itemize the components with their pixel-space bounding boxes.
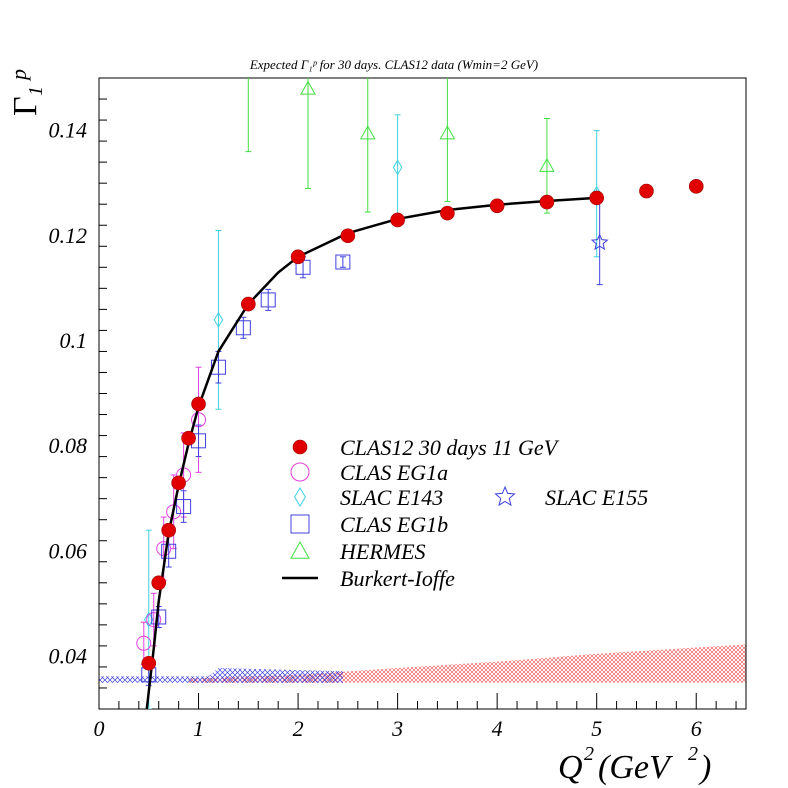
data-point [392, 159, 403, 176]
x-tick-label: 3 [391, 716, 403, 741]
plot-frame [98, 77, 747, 710]
systematic-bands [99, 644, 746, 683]
x-axis-label: Q 2 (GeV 2 ) [558, 743, 711, 786]
x-tick-label: 4 [492, 716, 503, 741]
y-tick-label: 0.04 [49, 643, 88, 668]
legend-marker [290, 540, 310, 559]
data-point [390, 212, 405, 228]
data-point [489, 198, 505, 214]
data-point [260, 292, 276, 308]
x-axis-label-unit: (GeV [598, 749, 674, 786]
data-point [440, 205, 455, 221]
y-axis-label-sup: p [6, 69, 31, 82]
x-axis-label-main: Q [558, 749, 583, 786]
legend-entry: Burkert-Ioffe [282, 566, 455, 591]
data-point [300, 80, 316, 95]
legend-entry: CLAS12 30 days 11 GeV [292, 435, 560, 460]
legend-entry: SLAC E143 [294, 485, 443, 510]
legend-label: CLAS12 30 days 11 GeV [340, 435, 560, 460]
y-tick-label: 0.1 [60, 328, 88, 353]
legend-label: SLAC E155 [545, 485, 648, 510]
x-tick-label: 0 [94, 716, 105, 741]
data-point [191, 396, 206, 412]
data-point [161, 522, 176, 538]
series-clas12-30-days-11-gev [141, 179, 704, 671]
y-tick-label: 0.08 [49, 433, 88, 458]
legend-entry: SLAC E155 [494, 485, 648, 510]
data-point [439, 125, 456, 140]
y-tick-label: 0.06 [49, 538, 88, 563]
series-layer [136, 29, 704, 709]
data-point [235, 320, 251, 336]
data-point [136, 635, 152, 651]
series-clas-eg1b [141, 254, 351, 686]
x-tick-label: 5 [591, 716, 602, 741]
data-point [335, 254, 351, 270]
x-tick-label: 2 [293, 716, 304, 741]
legend-label: CLAS EG1a [340, 460, 448, 485]
data-point [290, 249, 306, 265]
data-point [241, 29, 255, 42]
data-point [590, 233, 609, 251]
x-axis-label-sup1: 2 [584, 743, 594, 765]
y-axis-label: Γ 1 p [6, 69, 47, 116]
data-point [539, 194, 555, 210]
legend-entry: CLAS EG1a [290, 460, 448, 485]
series-slac-e143 [143, 114, 602, 709]
axes: 0 1 2 3 4 5 6 0.04 0.06 0.08 0.1 0.12 0.14 [49, 77, 747, 741]
legend-marker [294, 487, 306, 507]
legend-label: SLAC E143 [340, 485, 443, 510]
systematic-band [99, 667, 343, 683]
data-point [146, 612, 162, 628]
legend-marker [292, 439, 308, 455]
data-point [213, 311, 224, 328]
chart-title: Expected Γ₁ᵖ for 30 days. CLAS12 data (W… [249, 57, 538, 72]
data-point [171, 475, 186, 491]
legend-label: CLAS EG1b [340, 512, 448, 537]
x-tick-label: 1 [193, 716, 204, 741]
y-axis-label-main: Γ [7, 96, 44, 116]
y-tick-label: 0.12 [49, 223, 88, 248]
legend-marker [494, 485, 516, 507]
legend-entry: HERMES [290, 539, 426, 564]
x-axis-label-sup2: 2 [688, 743, 698, 765]
legend-marker [290, 514, 310, 534]
legend-label: Burkert-Ioffe [340, 566, 455, 591]
data-point [359, 125, 376, 140]
x-tick-label: 6 [691, 716, 702, 741]
y-tick-label: 0.14 [49, 118, 88, 143]
y-axis-label-sub: 1 [25, 86, 47, 96]
legend-label: HERMES [339, 539, 426, 564]
data-point [688, 179, 704, 194]
data-point [151, 575, 167, 591]
data-point [639, 183, 654, 199]
data-point [539, 157, 555, 172]
data-point [589, 190, 604, 206]
data-point [181, 430, 196, 446]
x-axis-label-close: ) [698, 749, 711, 786]
data-point [340, 228, 356, 244]
legend-marker [290, 462, 310, 482]
data-point [176, 499, 192, 515]
data-point [161, 543, 177, 559]
data-point [241, 296, 256, 312]
legend-entry: CLAS EG1b [290, 512, 448, 537]
data-point [141, 655, 157, 671]
series-slac-e155 [590, 200, 609, 286]
